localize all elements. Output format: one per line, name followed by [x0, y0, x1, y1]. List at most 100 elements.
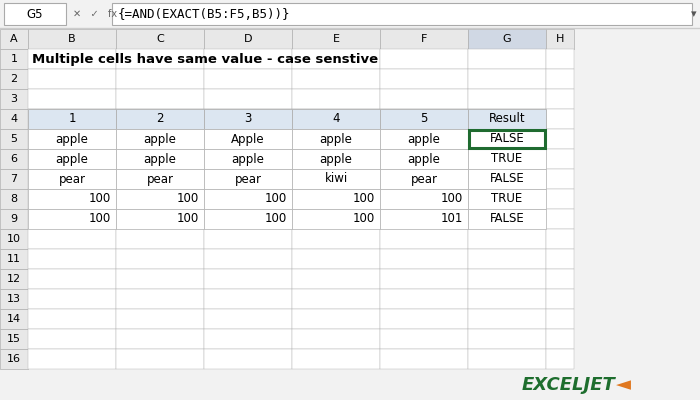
Bar — [28, 129, 116, 149]
Bar — [0, 109, 28, 129]
Bar — [292, 149, 380, 169]
Text: 100: 100 — [176, 212, 199, 226]
Bar — [546, 309, 574, 329]
Text: 7: 7 — [10, 174, 18, 184]
Bar — [468, 209, 546, 229]
Bar — [468, 109, 546, 129]
Bar — [380, 109, 468, 129]
Bar — [292, 149, 380, 169]
FancyBboxPatch shape — [4, 3, 66, 25]
Bar — [546, 269, 574, 289]
Bar — [204, 89, 292, 109]
Bar — [468, 169, 546, 189]
Text: 101: 101 — [440, 212, 463, 226]
Text: 100: 100 — [265, 212, 287, 226]
Bar — [468, 249, 546, 269]
Bar — [546, 29, 574, 49]
Bar — [468, 49, 546, 69]
Text: 9: 9 — [10, 214, 18, 224]
Bar — [380, 209, 468, 229]
Bar — [28, 149, 116, 169]
Bar — [28, 49, 116, 69]
Bar — [204, 269, 292, 289]
Text: EXCELJET: EXCELJET — [522, 376, 616, 394]
Text: 13: 13 — [7, 294, 21, 304]
Text: C: C — [156, 34, 164, 44]
Bar — [468, 169, 546, 189]
Bar — [28, 269, 116, 289]
Text: 100: 100 — [265, 192, 287, 206]
Bar — [468, 129, 546, 149]
Text: 5: 5 — [10, 134, 18, 144]
Bar — [380, 109, 468, 129]
Bar — [292, 69, 380, 89]
Bar — [28, 29, 116, 49]
Text: 4: 4 — [332, 112, 340, 126]
Bar — [380, 329, 468, 349]
Bar — [380, 289, 468, 309]
Text: D: D — [244, 34, 252, 44]
Bar — [292, 209, 380, 229]
Bar — [292, 129, 380, 149]
Bar — [116, 229, 204, 249]
Bar — [116, 49, 204, 69]
Text: Multiple cells have same value - case senstive: Multiple cells have same value - case se… — [32, 52, 378, 66]
Text: apple: apple — [232, 152, 265, 166]
Text: 100: 100 — [353, 192, 375, 206]
Bar — [116, 89, 204, 109]
Bar — [0, 249, 28, 269]
Bar — [380, 169, 468, 189]
Bar — [204, 149, 292, 169]
Bar — [116, 129, 204, 149]
Bar — [380, 249, 468, 269]
Text: FALSE: FALSE — [489, 172, 524, 186]
Bar — [116, 289, 204, 309]
Bar — [0, 69, 28, 89]
Bar — [28, 189, 116, 209]
Bar — [546, 69, 574, 89]
Bar — [468, 109, 546, 129]
Bar — [28, 349, 116, 369]
Bar — [116, 189, 204, 209]
Bar — [0, 129, 28, 149]
Bar — [468, 309, 546, 329]
Text: 14: 14 — [7, 314, 21, 324]
Bar — [204, 229, 292, 249]
Text: G: G — [503, 34, 511, 44]
Bar — [292, 269, 380, 289]
Bar — [204, 169, 292, 189]
Bar — [116, 209, 204, 229]
Bar — [292, 209, 380, 229]
Bar — [28, 289, 116, 309]
Text: apple: apple — [407, 132, 440, 146]
Bar — [204, 209, 292, 229]
Bar — [468, 89, 546, 109]
Bar — [28, 249, 116, 269]
Bar — [468, 29, 546, 49]
Text: B: B — [68, 34, 76, 44]
Bar — [28, 149, 116, 169]
Text: 12: 12 — [7, 274, 21, 284]
Bar — [204, 29, 292, 49]
Bar — [380, 189, 468, 209]
Text: 100: 100 — [89, 192, 111, 206]
Bar — [0, 149, 28, 169]
Text: TRUE: TRUE — [491, 152, 523, 166]
Bar — [0, 89, 28, 109]
Bar — [204, 249, 292, 269]
Bar — [292, 169, 380, 189]
Bar — [116, 189, 204, 209]
Bar — [380, 49, 468, 69]
Bar — [380, 209, 468, 229]
Text: ✕   ✓   fx: ✕ ✓ fx — [73, 9, 117, 19]
Bar — [28, 309, 116, 329]
Bar — [28, 329, 116, 349]
Bar — [380, 129, 468, 149]
Text: Apple: Apple — [231, 132, 265, 146]
Bar — [292, 189, 380, 209]
Bar — [468, 289, 546, 309]
Bar — [292, 229, 380, 249]
Bar — [204, 329, 292, 349]
Bar — [380, 349, 468, 369]
Bar — [204, 309, 292, 329]
